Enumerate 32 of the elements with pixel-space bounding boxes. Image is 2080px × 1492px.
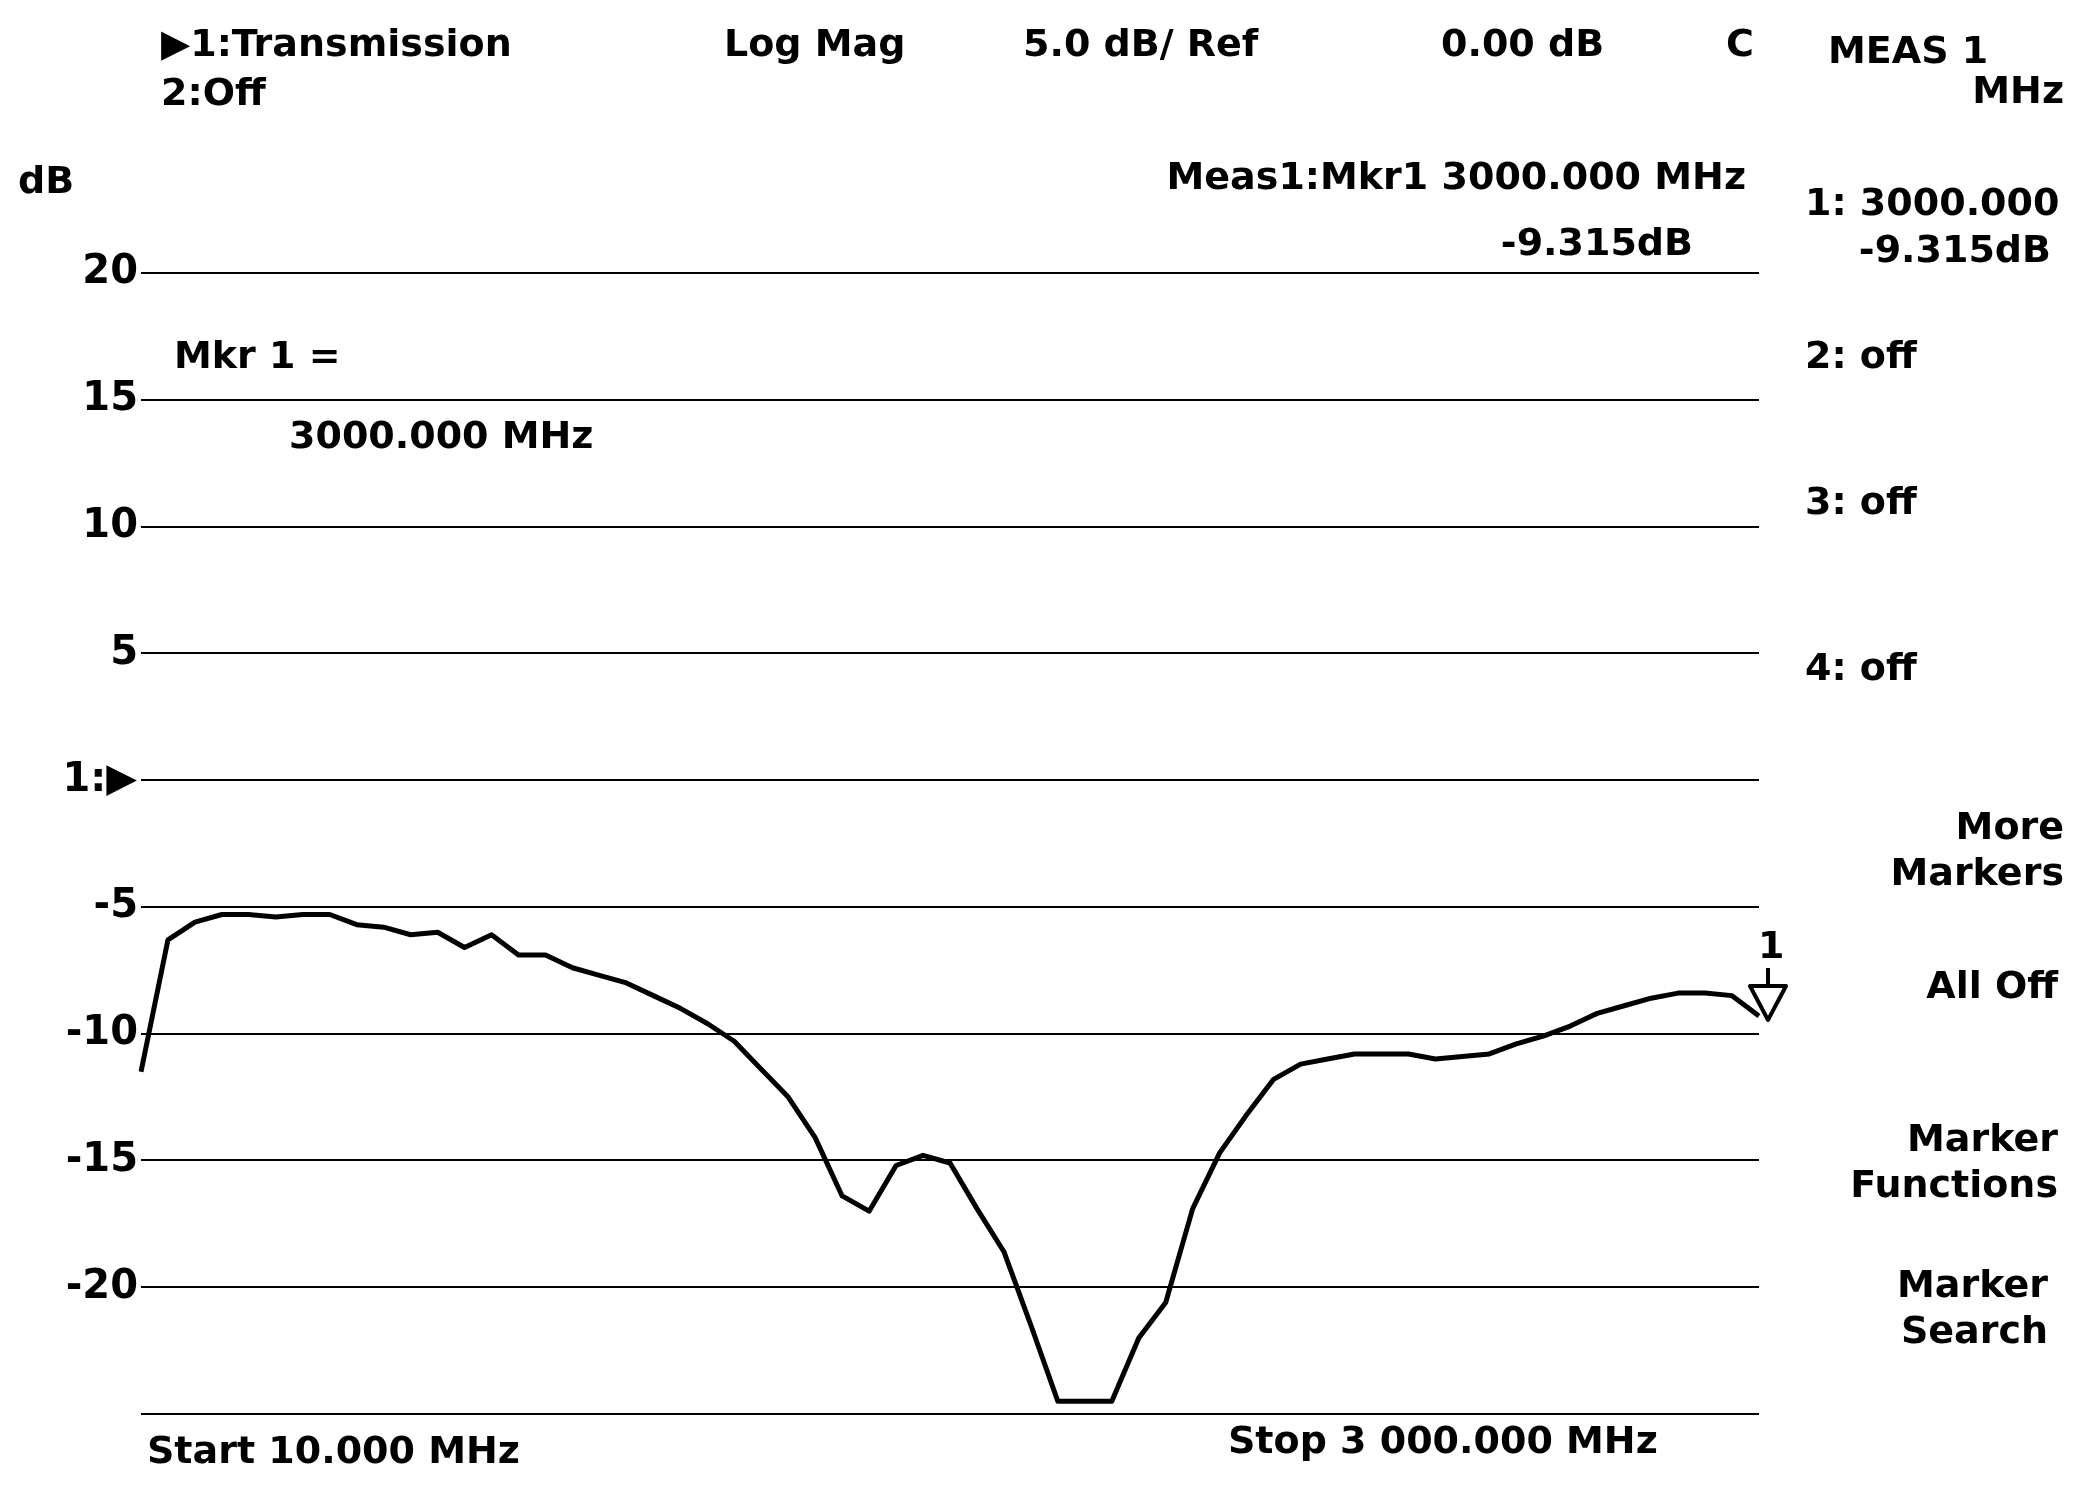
y-tick-label: -10 — [65, 1007, 138, 1054]
text: -9.315dB — [1858, 227, 2051, 273]
ref-line-label: 1:▶ — [62, 753, 138, 800]
text: All Off — [1926, 963, 2058, 1009]
text: 5.0 dB/ Ref — [1023, 21, 1259, 67]
y-tick-label: 5 — [110, 626, 138, 673]
y-tick-label: -5 — [93, 880, 138, 927]
y-tick-label: -15 — [65, 1133, 138, 1180]
text: 1: 3000.000 — [1805, 180, 2060, 226]
y-tick-label: 20 — [82, 246, 138, 293]
text: Stop 3 000.000 MHz — [1228, 1418, 1658, 1464]
text: Marker Search — [1897, 1262, 2048, 1354]
text: C — [1726, 21, 1754, 67]
y-tick-label: 10 — [82, 499, 138, 546]
annotation: 1 — [1758, 923, 1785, 969]
annotation: 3000.000 MHz — [289, 413, 594, 459]
text: 4: off — [1805, 645, 1917, 691]
text: More Markers — [1890, 804, 2065, 896]
text: Marker Functions — [1850, 1116, 2059, 1208]
text: -9.315dB — [1500, 220, 1693, 266]
text: 0.00 dB — [1441, 21, 1605, 67]
chart-subtitle: 2:Off — [161, 70, 266, 116]
chart-title: ▶1:Transmission — [161, 21, 512, 67]
text: Log Mag — [724, 21, 906, 67]
text: 2: off — [1805, 333, 1917, 379]
text: Start 10.000 MHz — [147, 1428, 520, 1474]
text: 3: off — [1805, 479, 1917, 525]
annotation: Mkr 1 = — [174, 333, 341, 379]
y-tick-label: -20 — [65, 1260, 138, 1307]
y-tick-label: 15 — [82, 373, 138, 420]
text: Meas1:Mkr1 3000.000 MHz — [1166, 154, 1746, 200]
y-axis-title: dB — [18, 158, 75, 204]
